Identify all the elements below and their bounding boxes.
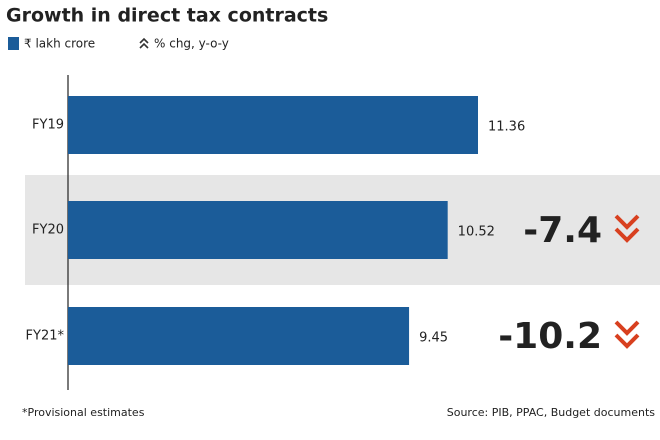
change-label: -7.4	[523, 210, 602, 251]
y-tick-label: FY19	[32, 118, 64, 133]
data-label: 11.36	[488, 120, 525, 135]
bar	[68, 96, 478, 154]
data-label: 9.45	[419, 331, 448, 346]
footnote: *Provisional estimates	[22, 406, 145, 419]
down-chevron	[614, 320, 640, 349]
bar	[68, 307, 410, 365]
bar	[68, 201, 448, 259]
source: Source: PIB, PPAC, Budget documents	[447, 406, 656, 419]
legend-icon	[139, 37, 149, 49]
y-tick-label: FY20	[32, 223, 64, 238]
data-label: 10.52	[458, 225, 495, 240]
down-chevron	[614, 214, 640, 243]
chart-title: Growth in direct tax contracts	[6, 5, 328, 27]
legend-swatch	[8, 37, 19, 50]
legend-label: % chg, y-o-y	[154, 37, 229, 51]
legend-label: ₹ lakh crore	[24, 37, 95, 51]
change-label: -10.2	[498, 316, 602, 357]
y-tick-label: FY21*	[26, 329, 65, 344]
